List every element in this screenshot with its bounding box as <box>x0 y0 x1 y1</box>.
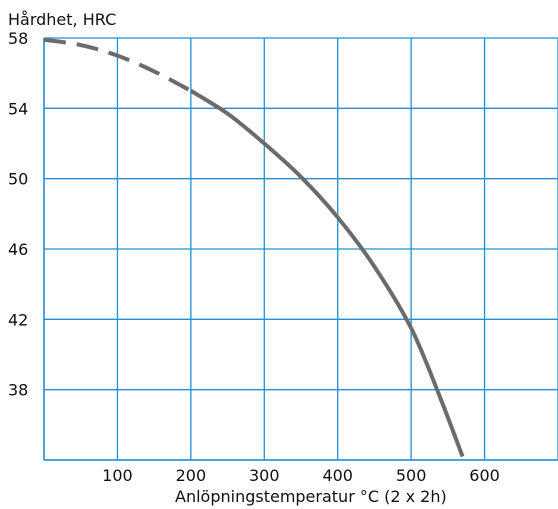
x-tick-label: 400 <box>322 466 353 485</box>
x-axis-label: Anlöpningstemperatur °C (2 x 2h) <box>175 487 447 506</box>
y-tick-labels: 58 54 50 46 42 38 <box>8 29 28 400</box>
x-tick-label: 300 <box>249 466 280 485</box>
series-group <box>43 37 465 458</box>
y-tick-label: 46 <box>8 240 28 259</box>
x-tick-label: 600 <box>469 466 500 485</box>
x-tick-label: 500 <box>396 466 427 485</box>
y-tick-label: 54 <box>8 99 28 118</box>
y-tick-label: 38 <box>8 381 28 400</box>
y-tick-label: 42 <box>8 310 28 329</box>
x-tick-label: 100 <box>102 466 133 485</box>
y-tick-label: 58 <box>8 29 28 48</box>
y-axis-label: Hårdhet, HRC <box>8 10 116 29</box>
series-line-1 <box>189 89 465 458</box>
x-tick-label: 200 <box>176 466 207 485</box>
x-tick-labels: 100 200 300 400 500 600 <box>102 466 500 485</box>
y-tick-label: 50 <box>8 170 28 189</box>
series-line-0 <box>43 37 192 93</box>
